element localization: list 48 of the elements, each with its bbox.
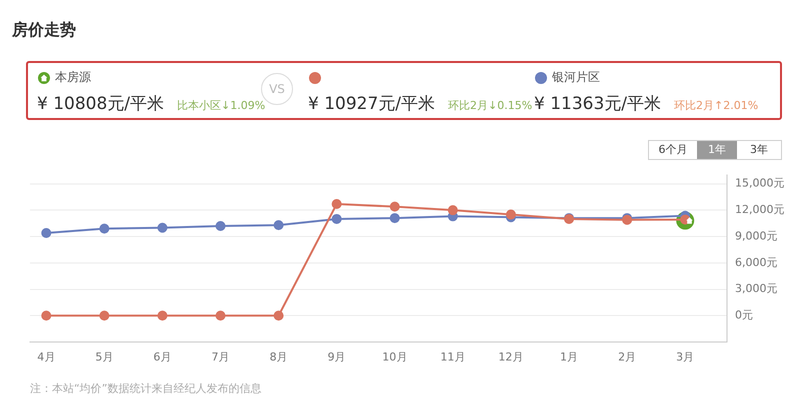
point	[216, 220, 226, 231]
text: ¥ 10927元/平米	[308, 93, 436, 115]
point	[99, 224, 110, 234]
y-tick-label: 12,000元	[735, 203, 784, 216]
point	[332, 214, 342, 224]
text: 1年	[697, 141, 737, 159]
x-tick-label: 7月	[212, 350, 230, 364]
text: ¥ 10808元/平米	[37, 93, 164, 115]
point	[506, 210, 516, 220]
y-tick-label: 0元	[735, 308, 753, 322]
text: 注：本站“均价”数据统计来自经纪人发布的信息	[30, 381, 262, 396]
text: 3年	[737, 141, 781, 159]
x-tick-label: 1月	[560, 350, 578, 364]
text: 6个月	[649, 141, 697, 159]
text: 环比2月↓0.15%	[448, 98, 532, 113]
point	[390, 202, 400, 212]
point	[157, 222, 168, 233]
point	[216, 310, 226, 321]
y-tick-label: 9,000元	[735, 229, 778, 242]
text: VS	[269, 82, 285, 96]
text: 比本小区↓1.09%	[177, 98, 266, 113]
legend-label: 银河片区	[552, 70, 600, 84]
point	[99, 310, 110, 321]
x-tick-label: 11月	[440, 350, 466, 364]
x-tick-label: 3月	[676, 350, 694, 364]
x-tick-label: 2月	[618, 350, 636, 364]
text: 环比2月↑2.01%	[674, 98, 758, 113]
x-tick-label: 4月	[37, 350, 56, 364]
point	[41, 310, 52, 321]
text: ¥ 11363元/平米	[534, 93, 662, 115]
y-tick-label: 15,000元	[735, 176, 784, 190]
y-tick-label: 6,000元	[735, 256, 778, 269]
legend-label: 本房源	[55, 70, 91, 84]
chart-title: 房价走势	[12, 20, 76, 41]
point	[41, 228, 52, 238]
x-tick-label: 8月	[270, 350, 288, 364]
x-tick-label: 9月	[328, 350, 346, 364]
point	[448, 205, 458, 216]
x-tick-label: 10月	[382, 350, 408, 364]
x-tick-label: 5月	[95, 350, 114, 364]
point	[332, 199, 342, 210]
point	[157, 310, 168, 321]
point	[274, 310, 284, 321]
x-tick-label: 6月	[153, 350, 172, 364]
y-tick-label: 3,000元	[735, 282, 778, 296]
point	[274, 220, 284, 230]
point	[390, 213, 400, 224]
x-tick-label: 12月	[498, 350, 524, 364]
